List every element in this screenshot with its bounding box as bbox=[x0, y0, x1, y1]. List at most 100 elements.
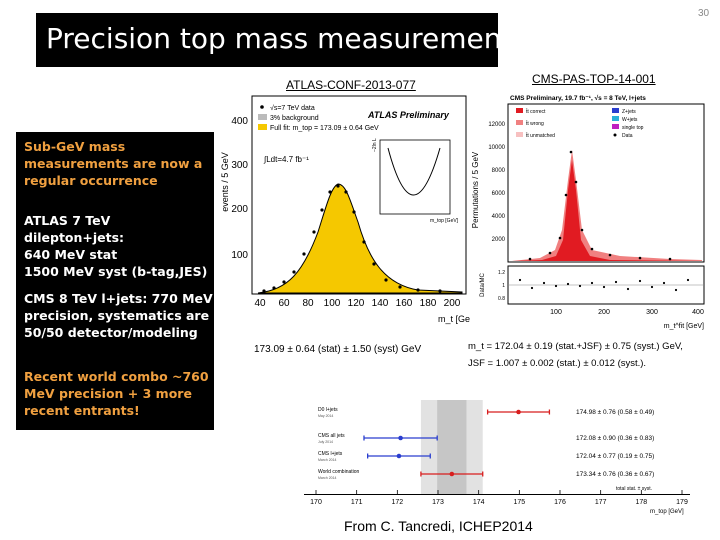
atlas-likelihood-curve bbox=[387, 147, 441, 196]
atlas-data-points bbox=[262, 184, 442, 293]
cms-ratio-ylabel: Data/MC bbox=[480, 272, 486, 296]
atlas-ytick: 200 bbox=[231, 204, 248, 215]
atlas-inset-ylabel: −2ln L bbox=[372, 138, 378, 152]
atlas-legend: √s=7 TeV data 3% background Full fit: m_… bbox=[258, 104, 450, 132]
atlas-inset-xlabel: m_top [GeV] bbox=[430, 218, 459, 224]
bullet-line: Recent world combo ~760 bbox=[24, 369, 209, 384]
bullet-line: precision, systematics are bbox=[24, 308, 210, 323]
bullet-panel: Sub-GeV mass measurements are now a regu… bbox=[16, 132, 214, 430]
bullet-line: regular occurrence bbox=[24, 173, 158, 188]
bullet-line: 640 MeV stat bbox=[24, 247, 118, 262]
cms-plot-header: CMS Preliminary, 19.7 fb⁻¹, √s = 8 TeV, … bbox=[510, 94, 646, 102]
combo-xtick: 174 bbox=[473, 499, 485, 506]
combo-row-value: 173.34 ± 0.76 (0.36 ± 0.67) bbox=[576, 471, 654, 478]
cms-xtick: 400 bbox=[692, 309, 704, 316]
cms-mass-plot: Permutations / 5 GeV CMS Preliminary, 19… bbox=[471, 94, 705, 330]
atlas-xtick: 180 bbox=[420, 298, 437, 309]
cms-legend-item: W+jets bbox=[622, 117, 638, 123]
cms-legend-item: Z+jets bbox=[622, 109, 636, 115]
combo-row-value: 174.98 ± 0.76 (0.58 ± 0.49) bbox=[576, 409, 654, 416]
combo-row-label: CMS all jets bbox=[318, 433, 345, 439]
combo-plot-frame bbox=[304, 400, 690, 494]
combo-row-label: World combination bbox=[318, 469, 360, 475]
bullet-line: recent entrants! bbox=[24, 403, 140, 418]
bullet-line: Sub-GeV mass bbox=[24, 139, 126, 154]
cms-legend: t̄t correct t̄t wrong t̄t unmatched Z+je… bbox=[516, 108, 644, 139]
cms-ratio-points bbox=[518, 278, 690, 292]
cms-xtick: 100 bbox=[550, 309, 562, 316]
bullet-line: MeV precision + 3 more bbox=[24, 386, 192, 401]
combo-xtick: 176 bbox=[554, 499, 566, 506]
combo-stat-band bbox=[437, 400, 467, 494]
combo-row-date: July 2014 bbox=[318, 440, 333, 444]
atlas-lumi: ∫Ldt=4.7 fb⁻¹ bbox=[263, 155, 309, 164]
cms-ytick: 6000 bbox=[492, 191, 506, 197]
cms-result-formula: m_t = 172.04 ± 0.19 (stat.+JSF) ± 0.75 (… bbox=[468, 341, 683, 369]
bullet-sub-gev: Sub-GeV mass measurements are now a regu… bbox=[24, 138, 202, 189]
combo-xticks: 170 171 172 173 174 175 176 177 178 179 bbox=[310, 490, 688, 506]
bullet-line: 50/50 detector/modeling bbox=[24, 325, 198, 340]
cms-ratio-ytick: 1.2 bbox=[498, 270, 505, 276]
cms-ytick: 12000 bbox=[488, 122, 505, 128]
combo-central-point bbox=[516, 409, 521, 415]
cms-ratio-ytick: 0.8 bbox=[498, 296, 505, 302]
cms-legend-item: t̄t unmatched bbox=[526, 132, 555, 139]
bullet-atlas: ATLAS 7 TeV dilepton+jets: 640 MeV stat … bbox=[24, 212, 214, 280]
atlas-ytick: 400 bbox=[231, 116, 248, 127]
cms-reference-link[interactable]: CMS-PAS-TOP-14-001 bbox=[532, 72, 656, 86]
atlas-ytick: 100 bbox=[231, 250, 248, 261]
combo-row-label: D0 l+jets bbox=[318, 407, 338, 413]
combo-xtick: 179 bbox=[676, 499, 688, 506]
combo-xlabel: m_top [GeV] bbox=[650, 509, 684, 515]
bullet-cms: CMS 8 TeV l+jets: 770 MeV precision, sys… bbox=[24, 290, 213, 341]
combo-xtick: 171 bbox=[351, 499, 363, 506]
atlas-legend-bkg: 3% background bbox=[270, 115, 319, 122]
cms-legend-item: single top bbox=[622, 125, 644, 131]
combo-xtick: 175 bbox=[513, 499, 525, 506]
atlas-xtick: 140 bbox=[372, 298, 389, 309]
combo-central-point bbox=[449, 471, 455, 477]
combo-central-point bbox=[396, 453, 402, 459]
atlas-ytick: 300 bbox=[231, 160, 248, 171]
atlas-xtick: 160 bbox=[396, 298, 413, 309]
combo-row-value: 172.08 ± 0.90 (0.36 ± 0.83) bbox=[576, 435, 654, 442]
cms-ytick: 4000 bbox=[492, 214, 506, 220]
cms-result-line1: m_t = 172.04 ± 0.19 (stat.+JSF) ± 0.75 (… bbox=[468, 341, 683, 352]
atlas-legend-fit: Full fit: m_top = 173.09 ± 0.64 GeV bbox=[270, 125, 379, 132]
combo-xtick: 173 bbox=[432, 499, 444, 506]
atlas-xtick: 120 bbox=[348, 298, 365, 309]
bullet-world-combo: Recent world combo ~760 MeV precision + … bbox=[24, 368, 209, 419]
combo-central-point bbox=[398, 435, 403, 441]
atlas-logo-text: ATLAS Preliminary bbox=[367, 110, 450, 120]
combo-row-date: March 2014 bbox=[318, 458, 337, 462]
atlas-legend-data: √s=7 TeV data bbox=[270, 104, 315, 112]
bullet-line: measurements are now a bbox=[24, 156, 203, 171]
cms-xtick: 300 bbox=[646, 309, 658, 316]
combo-xtick: 178 bbox=[635, 499, 647, 506]
cms-ytick: 8000 bbox=[492, 168, 506, 174]
source-credit: From C. Tancredi, ICHEP2014 bbox=[344, 518, 533, 534]
combo-row-label: CMS l+jets bbox=[318, 451, 343, 457]
bullet-line: 1500 MeV syst (b-tag,JES) bbox=[24, 264, 208, 279]
combo-legend: total stat. ± syst. bbox=[616, 486, 652, 492]
combo-xtick: 170 bbox=[310, 499, 322, 506]
cms-ylabel: Permutations / 5 GeV bbox=[471, 151, 480, 228]
atlas-mass-plot: events / 5 GeV 100 200 300 400 √s=7 TeV … bbox=[220, 95, 470, 324]
atlas-reference-link[interactable]: ATLAS-CONF-2013-077 bbox=[286, 78, 416, 92]
combo-row-date: May 2014 bbox=[318, 414, 333, 418]
combo-xtick: 177 bbox=[595, 499, 607, 506]
cms-data-points bbox=[528, 150, 672, 261]
cms-ratio-ytick: 1 bbox=[502, 283, 505, 289]
combo-row-value: 172.04 ± 0.77 (0.19 ± 0.75) bbox=[576, 453, 654, 460]
atlas-xtick: 40 bbox=[254, 298, 266, 309]
cms-result-line2: JSF = 1.007 ± 0.002 (stat.) ± 0.012 (sys… bbox=[468, 358, 646, 369]
atlas-xtick: 100 bbox=[324, 298, 341, 309]
cms-legend-item: t̄t correct bbox=[526, 108, 546, 115]
cms-ytick: 10000 bbox=[488, 145, 505, 151]
slide-title: Precision top mass measurement bbox=[46, 22, 513, 55]
bullet-line: CMS 8 TeV l+jets: 770 MeV bbox=[24, 291, 213, 306]
